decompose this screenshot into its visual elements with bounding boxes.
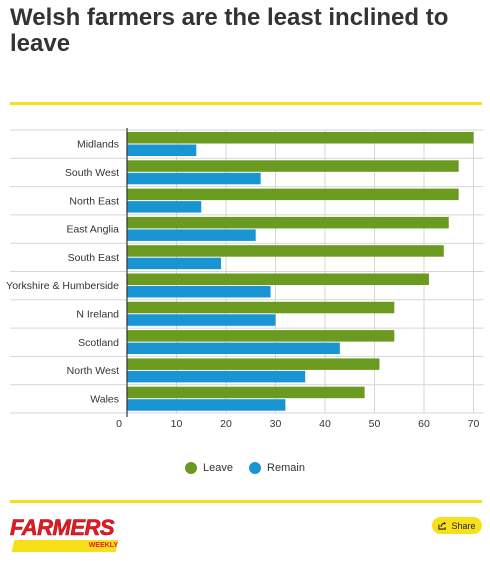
bar-leave bbox=[127, 216, 449, 229]
logo-text: FARMERS bbox=[10, 515, 115, 540]
category-label: Midlands bbox=[77, 139, 119, 151]
bar-leave bbox=[127, 188, 459, 201]
chart-legend: Leave Remain bbox=[0, 462, 490, 474]
bar-remain bbox=[127, 314, 276, 326]
category-label: Yorkshire & Humberside bbox=[6, 280, 119, 292]
category-label: N Ireland bbox=[76, 308, 119, 320]
chart-title: Welsh farmers are the least inclined to … bbox=[10, 4, 449, 57]
logo-subtext: WEEKLY bbox=[88, 542, 118, 549]
category-label: East Anglia bbox=[66, 224, 119, 236]
category-label: South East bbox=[68, 252, 119, 264]
x-tick-label: 50 bbox=[369, 418, 381, 430]
share-button[interactable]: Share bbox=[432, 517, 482, 534]
bar-leave bbox=[127, 273, 429, 285]
bottom-divider bbox=[10, 500, 482, 503]
share-label: Share bbox=[451, 520, 476, 531]
x-tick-label: 0 bbox=[116, 418, 122, 430]
bar-leave bbox=[127, 358, 380, 370]
category-label: North East bbox=[69, 195, 119, 207]
category-label: Scotland bbox=[78, 337, 119, 349]
legend-label-leave: Leave bbox=[203, 462, 234, 474]
legend-item-leave[interactable]: Leave bbox=[185, 462, 233, 474]
bar-chart: Midlands South West North East East Anglia S… bbox=[6, 128, 484, 430]
bar-leave bbox=[127, 301, 395, 314]
bar-leave bbox=[127, 386, 365, 399]
x-tick-label: 60 bbox=[418, 418, 430, 430]
legend-label-remain: Remain bbox=[267, 462, 305, 474]
x-tick-label: 40 bbox=[319, 418, 331, 430]
farmers-weekly-logo[interactable]: FARMERS WEEKLY bbox=[10, 515, 120, 556]
bar-remain bbox=[127, 229, 256, 241]
x-tick-label: 70 bbox=[468, 418, 480, 430]
category-label: North West bbox=[67, 365, 119, 377]
top-divider bbox=[10, 102, 482, 105]
bar-leave bbox=[127, 245, 444, 257]
bar-remain bbox=[127, 201, 202, 213]
bar-remain bbox=[127, 342, 340, 355]
bar-remain bbox=[127, 257, 222, 270]
bar-remain bbox=[127, 172, 261, 185]
legend-swatch-leave bbox=[185, 462, 198, 474]
bar-leave bbox=[127, 160, 459, 172]
x-tick-label: 20 bbox=[220, 418, 232, 430]
share-icon bbox=[438, 521, 447, 530]
category-label: South West bbox=[65, 167, 119, 179]
category-label: Wales bbox=[90, 393, 119, 405]
bar-leave bbox=[127, 330, 395, 342]
x-tick-label: 10 bbox=[171, 418, 183, 430]
bar-remain bbox=[127, 399, 286, 411]
bar-leave bbox=[127, 132, 474, 144]
bar-remain bbox=[127, 286, 271, 298]
bar-remain bbox=[127, 144, 197, 156]
bar-remain bbox=[127, 370, 306, 383]
legend-item-remain[interactable]: Remain bbox=[249, 462, 305, 474]
x-tick-label: 30 bbox=[270, 418, 282, 430]
legend-swatch-remain bbox=[249, 462, 262, 474]
